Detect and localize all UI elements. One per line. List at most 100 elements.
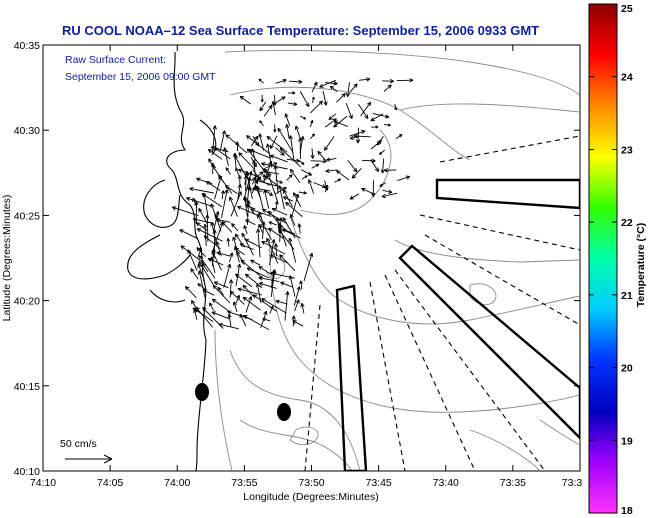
current-vector <box>275 179 283 184</box>
current-vector <box>258 277 280 283</box>
current-vector-head <box>190 268 195 273</box>
current-vector-head <box>179 229 184 234</box>
current-vector <box>270 254 289 264</box>
current-vector <box>259 101 267 112</box>
current-vector <box>252 169 262 181</box>
current-vector <box>357 127 359 144</box>
current-vector-head <box>384 168 389 173</box>
current-vector-head <box>279 147 285 152</box>
x-tick-label: 74:05 <box>97 477 123 489</box>
current-vector-head <box>205 214 210 219</box>
current-vector-head <box>267 210 273 216</box>
current-vector-head <box>379 183 383 187</box>
current-vector-head <box>207 149 213 154</box>
current-vector-head <box>294 125 300 130</box>
current-vector-head <box>292 320 297 325</box>
current-vector-head <box>237 205 242 210</box>
current-vector-head <box>333 123 338 128</box>
current-vector <box>384 169 397 171</box>
current-vector-head <box>256 176 262 181</box>
current-vector-head <box>259 171 264 176</box>
current-vector <box>267 143 273 168</box>
current-vector <box>261 241 286 255</box>
current-vector-head <box>261 298 266 303</box>
current-vector <box>311 148 314 159</box>
current-vector-head <box>262 317 266 322</box>
current-vector-head <box>224 185 230 190</box>
current-vector <box>208 149 223 160</box>
current-vector <box>358 103 369 119</box>
bathymetry-contour <box>289 214 580 325</box>
scale-vector-label: 50 cm/s <box>60 438 97 450</box>
current-vector <box>229 279 232 298</box>
dashed-line <box>304 304 321 471</box>
current-vector-head <box>261 162 266 167</box>
current-vector-head <box>389 79 394 84</box>
current-vector-head <box>252 162 257 168</box>
current-vector <box>252 294 277 312</box>
current-vector-head <box>298 79 303 84</box>
current-vector-head <box>297 223 302 228</box>
current-vector <box>221 189 228 218</box>
current-vector <box>246 267 270 279</box>
current-vector-head <box>194 201 199 206</box>
current-vector <box>216 252 231 257</box>
dashed-line <box>419 214 580 251</box>
current-vector <box>275 300 288 305</box>
current-vector-head <box>195 306 200 312</box>
current-vector-head <box>319 83 324 88</box>
current-vector-head <box>376 141 382 146</box>
bathymetry-contour <box>229 86 471 161</box>
current-vector <box>187 249 198 271</box>
x-axis-ticks: 74:10 74:05 74:00 73:55 73:50 73:45 73:40 73:35… <box>30 45 582 489</box>
transect-box <box>398 244 580 440</box>
current-vector-head <box>385 114 390 119</box>
current-vector-head <box>239 95 245 101</box>
current-vector <box>290 169 301 184</box>
current-vector-head <box>234 273 240 278</box>
current-vector <box>382 80 394 82</box>
current-vector-head <box>232 301 237 306</box>
current-vector-head <box>191 300 196 305</box>
current-vector-head <box>202 306 207 312</box>
current-vector <box>349 193 360 200</box>
current-vector <box>351 167 362 179</box>
current-vector-head <box>285 291 290 296</box>
y-tick-label: 40:25 <box>14 210 40 222</box>
current-vector <box>227 238 230 247</box>
current-vector-head <box>248 296 253 301</box>
current-vector <box>214 281 229 289</box>
current-vector <box>218 323 239 330</box>
current-vector <box>267 173 279 202</box>
current-vector <box>264 190 273 196</box>
bathymetry-contour <box>265 249 286 280</box>
current-vector-head <box>180 245 185 250</box>
current-vector <box>330 85 338 92</box>
current-vector-head <box>269 271 274 276</box>
current-vector <box>223 147 229 167</box>
radial-dashed-lines <box>304 135 580 471</box>
current-vector-head <box>366 77 371 82</box>
current-vector-head <box>409 78 414 83</box>
bathymetry-contour <box>229 349 361 471</box>
current-vector <box>219 130 226 151</box>
current-vector <box>205 181 221 191</box>
current-vector <box>189 187 214 194</box>
current-vector-head <box>307 171 313 176</box>
current-vector-head <box>289 213 294 219</box>
current-vector-head <box>269 154 275 159</box>
current-vector <box>282 228 301 239</box>
current-vector <box>221 221 233 233</box>
current-vector <box>334 178 341 183</box>
current-vector-head <box>196 177 201 182</box>
current-vector-head <box>238 152 243 157</box>
current-vector-head <box>285 201 290 207</box>
current-vector-head <box>300 302 305 308</box>
current-vector <box>241 232 254 256</box>
current-vector <box>196 228 223 242</box>
current-vector <box>284 291 289 321</box>
current-vector-head <box>212 284 218 290</box>
current-vector <box>191 300 199 312</box>
current-vector-head <box>345 92 351 98</box>
x-tick-label: 73:40 <box>433 477 459 489</box>
